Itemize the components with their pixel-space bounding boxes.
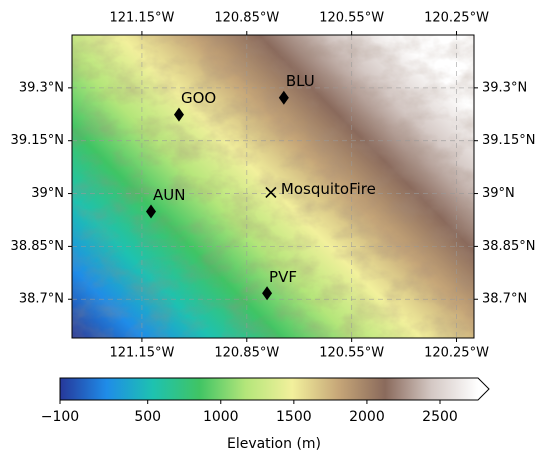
station-label: GOO (181, 89, 216, 107)
colorbar-frame (59, 377, 490, 401)
y-tick-label: 38.85°N (482, 239, 535, 254)
y-tick-label: 38.85°N (11, 239, 64, 254)
map-frame (71, 34, 475, 339)
y-tick-label: 38.7°N (482, 292, 527, 307)
x-tick-label: 121.15°W (109, 11, 174, 26)
station-marker (146, 204, 157, 219)
y-tick-label: 39°N (482, 186, 515, 201)
x-tick-label: 120.25°W (424, 346, 489, 361)
station-label: PVF (269, 268, 297, 286)
y-tick-label: 39.15°N (482, 133, 535, 148)
y-tick-label: 39.15°N (11, 133, 64, 148)
fire-marker (265, 186, 277, 199)
station-label: AUN (153, 186, 185, 204)
x-tick-label: 120.85°W (214, 11, 279, 26)
x-tick-label: 120.25°W (424, 11, 489, 26)
station-label: MosquitoFire (281, 180, 376, 198)
y-tick-label: 39°N (31, 186, 64, 201)
colorbar-tick-label: 2000 (349, 409, 385, 425)
y-tick-label: 39.3°N (19, 80, 64, 95)
station-label: BLU (286, 72, 315, 90)
colorbar-tick-label: 1000 (203, 409, 239, 425)
x-tick-label: 120.55°W (319, 11, 384, 26)
y-tick-label: 38.7°N (19, 292, 64, 307)
x-tick-label: 121.15°W (109, 346, 174, 361)
colorbar-tick-label: 1500 (276, 409, 312, 425)
x-tick-label: 120.55°W (319, 346, 384, 361)
colorbar (60, 378, 478, 400)
elevation-field (72, 35, 474, 338)
y-tick-label: 39.3°N (482, 80, 527, 95)
colorbar-label: Elevation (m) (227, 436, 321, 452)
station-marker (173, 107, 184, 122)
colorbar-tick-label: 2500 (422, 409, 458, 425)
colorbar-extend (478, 378, 489, 400)
colorbar-tick-label: 500 (134, 409, 161, 425)
station-marker (262, 286, 273, 301)
x-tick-label: 120.85°W (214, 346, 279, 361)
station-marker (278, 90, 289, 105)
colorbar-tick-label: −100 (41, 409, 79, 425)
